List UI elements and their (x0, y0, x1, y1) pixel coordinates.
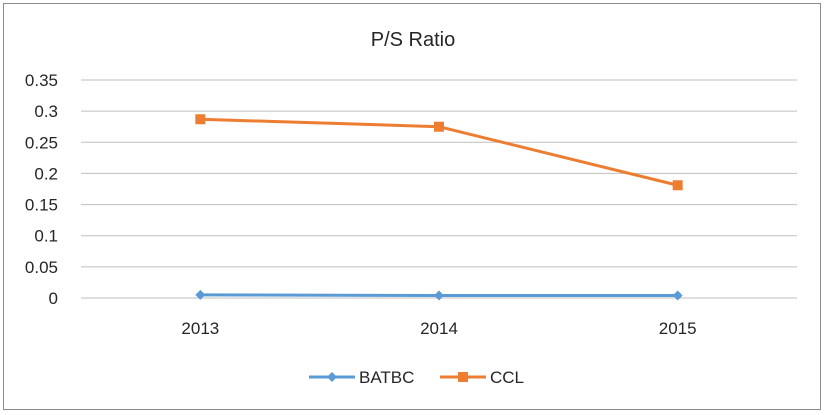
chart-frame (3, 3, 821, 410)
data-point-batbc (195, 289, 206, 300)
data-point-batbc (672, 290, 683, 301)
gridlines (81, 79, 797, 299)
legend: BATBC CCL (309, 368, 524, 387)
legend-item-batbc: BATBC (309, 368, 414, 387)
series-lines (195, 114, 683, 301)
legend-label: CCL (490, 368, 524, 387)
y-tick-label: 0.15 (25, 196, 58, 215)
y-tick-label: 0 (49, 289, 58, 308)
y-axis-ticks: 0.35 0.3 0.25 0.2 0.15 0.1 0.05 0 (25, 71, 58, 308)
legend-label: BATBC (359, 368, 414, 387)
y-tick-label: 0.3 (34, 102, 58, 121)
data-point-ccl (672, 180, 683, 191)
x-tick-label: 2014 (420, 319, 458, 338)
y-tick-label: 0.2 (34, 164, 58, 183)
legend-marker (458, 372, 468, 382)
legend-item-ccl: CCL (440, 368, 524, 387)
data-point-ccl (195, 114, 206, 125)
x-tick-label: 2015 (659, 319, 697, 338)
y-tick-label: 0.1 (34, 227, 58, 246)
x-axis-ticks: 2013 2014 2015 (181, 319, 696, 338)
legend-marker (327, 372, 337, 382)
y-tick-label: 0.05 (25, 258, 58, 277)
y-tick-label: 0.35 (25, 71, 58, 90)
data-point-ccl (434, 121, 444, 132)
x-tick-label: 2013 (181, 319, 219, 338)
data-point-batbc (434, 290, 444, 301)
y-tick-label: 0.25 (25, 133, 58, 152)
chart-title: P/S Ratio (371, 29, 455, 51)
